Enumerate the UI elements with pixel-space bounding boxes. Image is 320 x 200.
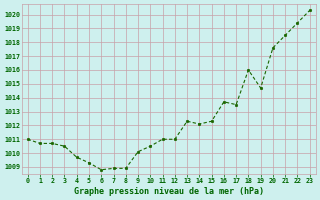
X-axis label: Graphe pression niveau de la mer (hPa): Graphe pression niveau de la mer (hPa) [74,187,264,196]
